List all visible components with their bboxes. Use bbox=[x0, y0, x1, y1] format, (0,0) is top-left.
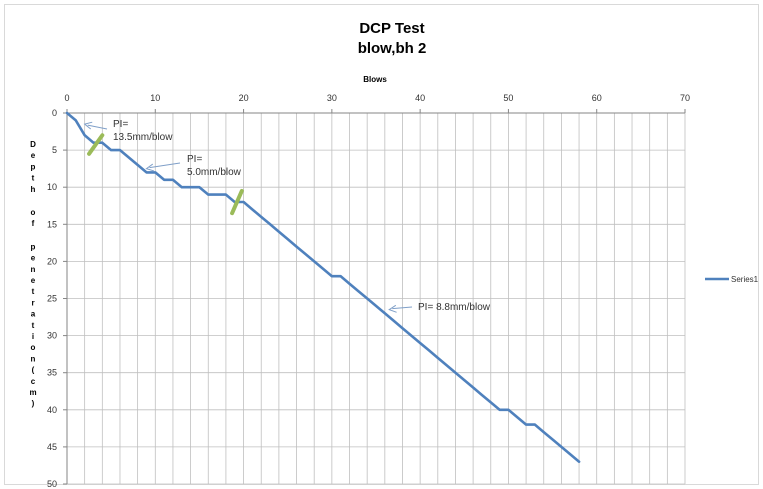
annotation-arrow-line bbox=[392, 306, 413, 310]
y-tick-label: 35 bbox=[47, 368, 57, 378]
x-tick-label: 0 bbox=[64, 93, 69, 103]
y-axis-label-char: h bbox=[31, 185, 36, 194]
annotation-text: PI= bbox=[113, 119, 128, 130]
y-axis-label-char: o bbox=[31, 208, 36, 217]
chart-border bbox=[4, 4, 759, 485]
y-tick-label: 20 bbox=[47, 256, 57, 266]
y-axis-label-char: i bbox=[32, 332, 34, 341]
y-axis-label-char: c bbox=[31, 377, 36, 386]
break-marker bbox=[230, 188, 244, 216]
y-axis-label-char: o bbox=[31, 343, 36, 352]
y-axis-label-char: t bbox=[32, 174, 35, 183]
annotation-arrow-head bbox=[83, 121, 93, 130]
annotation-arrow-line bbox=[87, 124, 108, 130]
y-tick-label: 30 bbox=[47, 331, 57, 341]
y-axis-label-char: p bbox=[31, 242, 36, 251]
y-tick-label: 0 bbox=[52, 108, 57, 118]
y-tick-label: 50 bbox=[47, 479, 57, 489]
y-tick-label: 25 bbox=[47, 294, 57, 304]
y-axis-label-char: r bbox=[31, 298, 34, 307]
x-tick-label: 30 bbox=[327, 93, 337, 103]
legend: Series1 bbox=[705, 275, 759, 284]
y-axis-label-char: t bbox=[32, 287, 35, 296]
y-axis-label-char: a bbox=[31, 310, 36, 319]
y-axis-label-char: n bbox=[31, 354, 36, 363]
x-tick-label: 40 bbox=[415, 93, 425, 103]
y-tick-label: 5 bbox=[52, 145, 57, 155]
y-axis-label-char: e bbox=[31, 254, 36, 263]
y-axis-label-char: ) bbox=[32, 399, 35, 408]
legend-entry: Series1 bbox=[731, 275, 759, 284]
y-axis-label-char: m bbox=[29, 388, 36, 397]
x-tick-label: 10 bbox=[150, 93, 160, 103]
series-line bbox=[65, 111, 581, 464]
y-tick-label: 40 bbox=[47, 405, 57, 415]
y-tick-labels: 0 5 10 15 20 25 30 35 40 45 50 bbox=[47, 108, 57, 489]
y-axis-label-char: D bbox=[30, 140, 36, 149]
annotation-text: PI= 8.8mm/blow bbox=[418, 302, 491, 313]
chart-title-line: blow,bh 2 bbox=[358, 40, 427, 57]
break-markers bbox=[87, 133, 244, 216]
x-tick-label: 20 bbox=[239, 93, 249, 103]
chart-title-line: DCP Test bbox=[359, 20, 424, 37]
x-tick-label: 60 bbox=[592, 93, 602, 103]
x-axis-label: Blows bbox=[363, 75, 387, 84]
annotation-text: PI= bbox=[187, 154, 202, 165]
y-axis-label-char: t bbox=[32, 321, 35, 330]
x-tick-labels: 0 10 20 30 40 50 60 70 bbox=[64, 93, 690, 103]
y-axis-label-char: f bbox=[32, 219, 35, 228]
chart-title: DCP Test blow,bh 2 bbox=[358, 20, 427, 57]
x-tick-label: 70 bbox=[680, 93, 690, 103]
y-tick-label: 15 bbox=[47, 219, 57, 229]
y-axis-label-char: p bbox=[31, 162, 36, 171]
break-marker bbox=[87, 133, 105, 156]
annotation-arrow-line bbox=[149, 162, 181, 169]
y-axis-label-char: n bbox=[31, 265, 36, 274]
annotations: PI= 13.5mm/blow PI= 5.0mm/blow PI= 8.8mm/blo… bbox=[83, 119, 491, 313]
series-group bbox=[65, 111, 581, 464]
annotation-text: 13.5mm/blow bbox=[113, 132, 173, 143]
annotation-arrow-head bbox=[145, 163, 155, 172]
x-tick-label: 50 bbox=[503, 93, 513, 103]
annotation-text: 5.0mm/blow bbox=[187, 167, 242, 178]
y-axis-label-char: e bbox=[31, 276, 36, 285]
axes bbox=[63, 109, 686, 485]
y-tick-label: 10 bbox=[47, 182, 57, 192]
y-axis-label-char: ( bbox=[32, 366, 35, 375]
y-tick-label: 45 bbox=[47, 442, 57, 452]
y-axis-label-char: e bbox=[31, 151, 36, 160]
annotation-arrow-head bbox=[388, 304, 397, 313]
